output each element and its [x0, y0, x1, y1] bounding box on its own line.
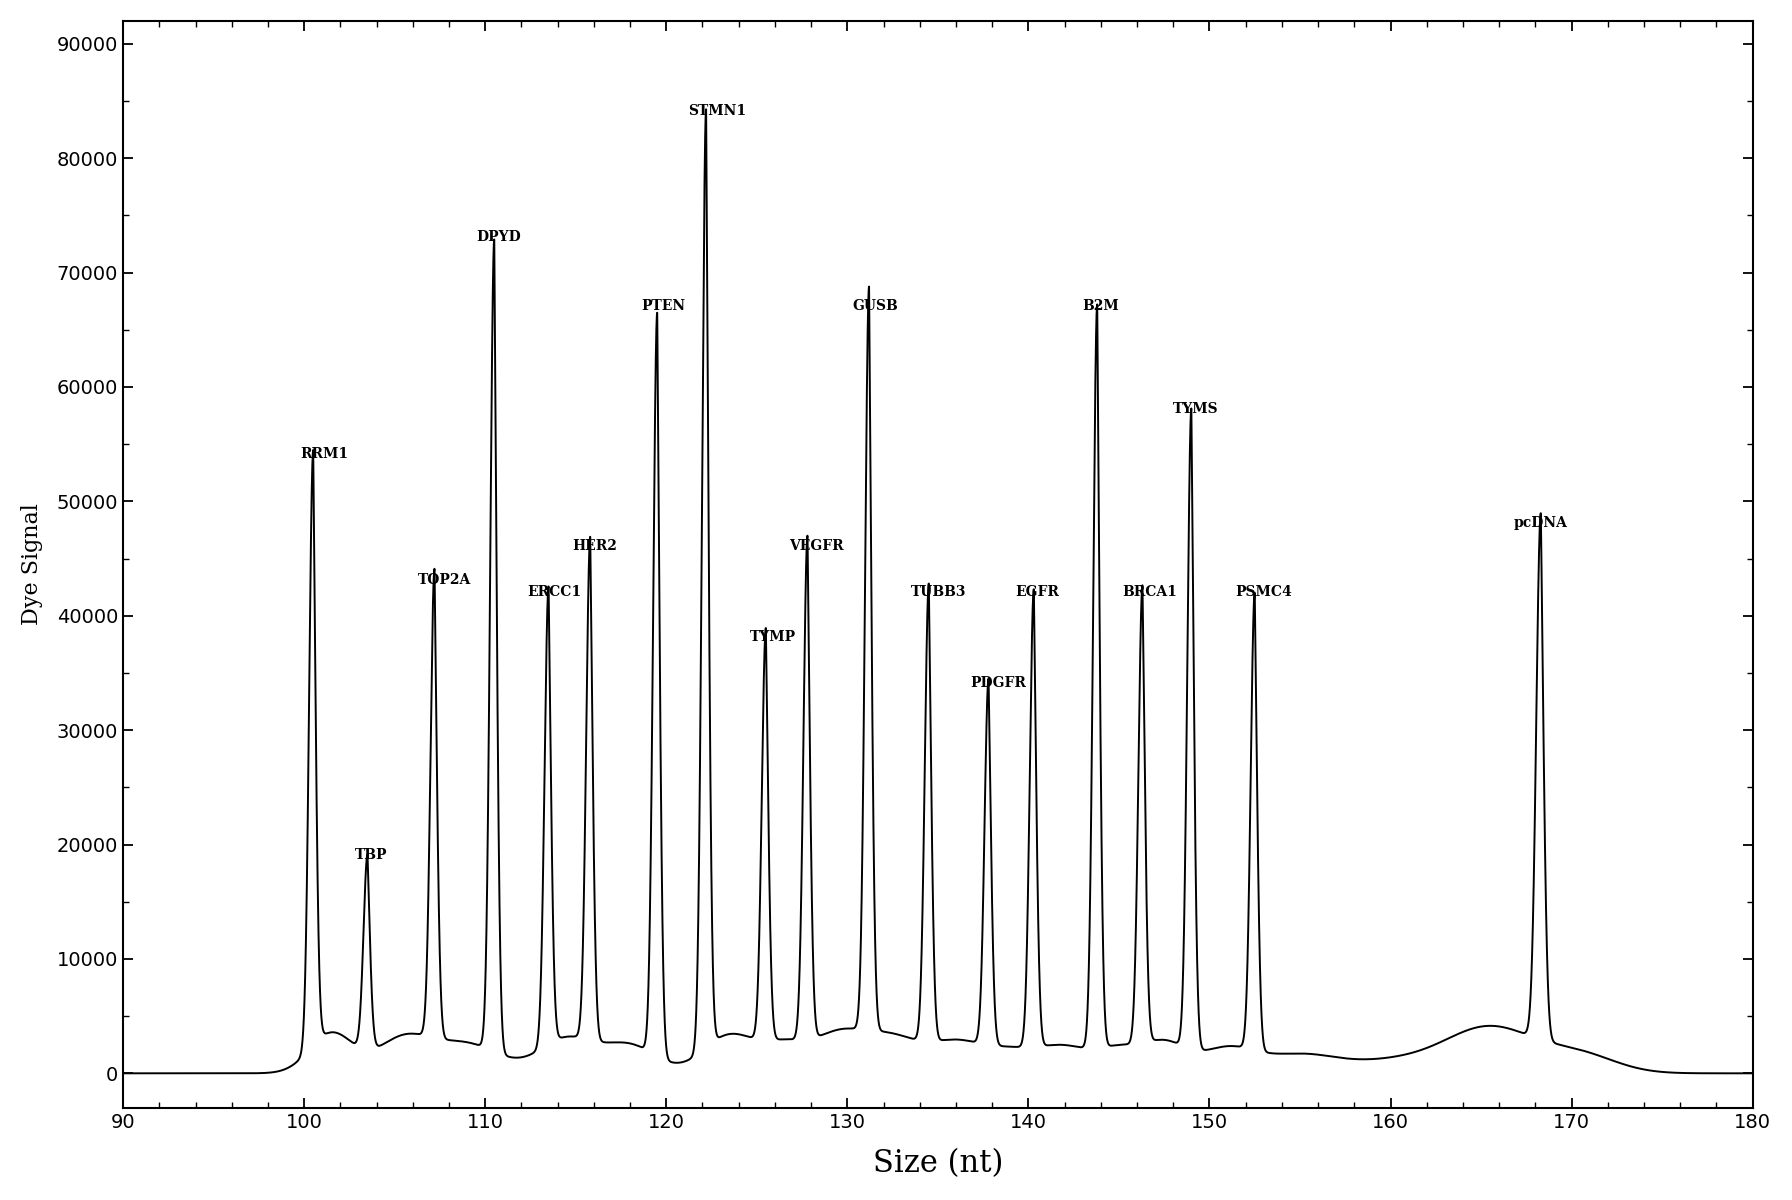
Text: PDGFR: PDGFR	[971, 676, 1027, 690]
Text: TOP2A: TOP2A	[418, 574, 471, 587]
Text: pcDNA: pcDNA	[1514, 516, 1568, 530]
Text: TYMS: TYMS	[1174, 402, 1219, 415]
Text: TYMP: TYMP	[749, 630, 796, 644]
X-axis label: Size (nt): Size (nt)	[873, 1148, 1004, 1180]
Y-axis label: Dye Signal: Dye Signal	[22, 503, 43, 625]
Text: VEGFR: VEGFR	[790, 539, 844, 553]
Text: B2M: B2M	[1082, 299, 1120, 312]
Text: EGFR: EGFR	[1016, 584, 1059, 599]
Text: HER2: HER2	[572, 539, 616, 553]
Text: DPYD: DPYD	[477, 230, 521, 244]
Text: ERCC1: ERCC1	[527, 584, 581, 599]
Text: STMN1: STMN1	[688, 104, 745, 118]
Text: BRCA1: BRCA1	[1122, 584, 1177, 599]
Text: RRM1: RRM1	[301, 448, 349, 461]
Text: TUBB3: TUBB3	[910, 584, 966, 599]
Text: TBP: TBP	[355, 847, 387, 862]
Text: PSMC4: PSMC4	[1235, 584, 1292, 599]
Text: PTEN: PTEN	[642, 299, 685, 312]
Text: GUSB: GUSB	[853, 299, 898, 312]
